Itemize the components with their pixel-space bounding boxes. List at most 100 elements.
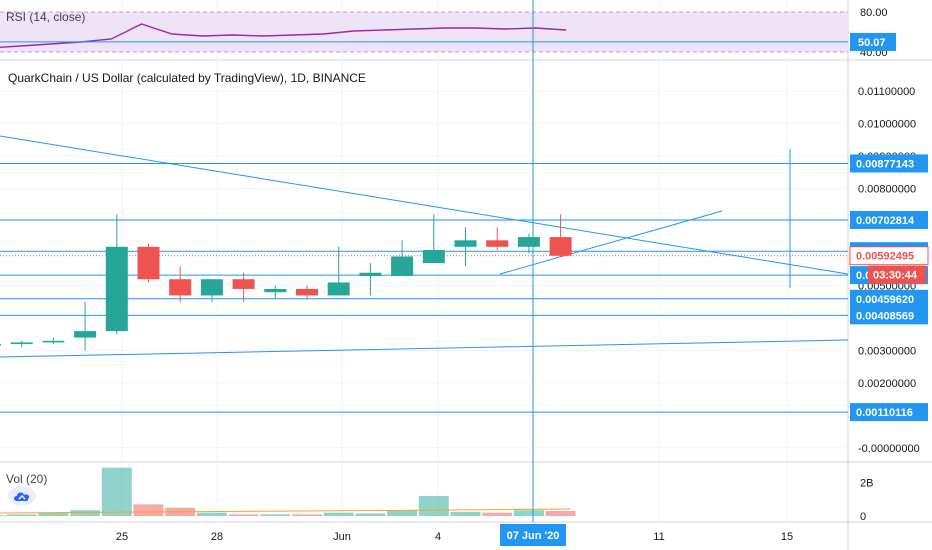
volume-title: Vol (20) xyxy=(6,472,48,486)
level-label-bg xyxy=(850,154,928,173)
tradingview-cloud-icon[interactable] xyxy=(8,486,36,506)
candle xyxy=(137,243,160,283)
volume-bar xyxy=(482,512,513,516)
rsi-band xyxy=(0,12,848,52)
level-label-text: 0.00702814 xyxy=(856,215,915,227)
candle xyxy=(74,301,97,351)
candle xyxy=(327,246,350,296)
level-label: 0.00459620 xyxy=(850,289,928,308)
level-label: 0.00877143 xyxy=(850,154,928,173)
candle-body xyxy=(296,288,318,296)
candle-body xyxy=(169,279,192,296)
price-tick: 0.01100000 xyxy=(858,86,915,98)
price-axis: 80.0040.0050.070.011000000.010000000.009… xyxy=(849,7,929,523)
trend-line-down xyxy=(0,135,849,275)
level-label-text: 0.00110116 xyxy=(856,407,913,419)
price-tick: 0.01000000 xyxy=(858,119,916,131)
volume-bar xyxy=(228,514,259,516)
time-tick: Jun xyxy=(333,531,351,543)
candle-body xyxy=(391,256,414,276)
volume-bar xyxy=(450,511,481,516)
time-axis: 25 28 Jun 4 11 15 07 Jun '20 xyxy=(116,524,793,546)
candle-body xyxy=(422,250,445,264)
cloud-icon xyxy=(14,492,30,501)
candle xyxy=(391,240,414,276)
candle xyxy=(200,279,223,302)
volume-tick: 0 xyxy=(860,511,866,523)
volume-bar xyxy=(513,510,544,516)
candle-body xyxy=(10,342,33,345)
rsi-label-bg xyxy=(850,32,896,51)
candle xyxy=(0,344,1,346)
crosshair-time-label: 07 Jun '20 xyxy=(500,524,566,546)
level-label: 0.00702814 xyxy=(850,210,928,229)
rsi-title: RSI (14, close) xyxy=(6,10,86,24)
candle xyxy=(454,227,477,267)
volume-bar xyxy=(545,511,576,516)
level-label-bg xyxy=(850,403,928,422)
volume-ma-line xyxy=(0,508,571,514)
level-label-text: 0.00877143 xyxy=(856,158,914,170)
candle-body xyxy=(200,279,223,296)
last-price-text: 0.00592495 xyxy=(856,251,914,263)
candle-body xyxy=(42,340,65,343)
candle xyxy=(232,272,255,302)
rsi-current-value: 50.07 xyxy=(858,37,886,49)
candle xyxy=(359,263,382,296)
crosshair-time-text: 07 Jun '20 xyxy=(507,530,560,542)
volume-bar xyxy=(0,515,5,516)
candle xyxy=(42,337,65,345)
candle xyxy=(549,214,572,257)
candle xyxy=(422,214,445,264)
candle-body xyxy=(137,246,160,280)
rsi-pane xyxy=(0,11,848,53)
candle-body xyxy=(454,240,477,247)
volume-bar xyxy=(38,512,69,516)
trend-line-support xyxy=(0,339,849,358)
volume-tick: 2B xyxy=(860,478,873,490)
time-tick: 11 xyxy=(653,531,664,543)
chart-title: QuarkChain / US Dollar (calculated by Tr… xyxy=(8,71,366,85)
crosshair-time-bg xyxy=(500,524,566,546)
candle-body xyxy=(517,237,540,247)
candle-body xyxy=(74,331,97,338)
candle xyxy=(517,233,540,254)
level-label-bg xyxy=(850,210,928,229)
candle-body xyxy=(486,240,509,247)
candle-body xyxy=(105,246,128,332)
time-tick: 25 xyxy=(116,531,128,543)
time-tick: 15 xyxy=(781,531,793,543)
rsi-tick: 80.00 xyxy=(860,7,888,19)
level-label: 0.00110116 xyxy=(850,403,928,422)
candle xyxy=(169,266,192,302)
vol-pane xyxy=(0,462,576,522)
candle xyxy=(296,285,318,299)
volume-bar xyxy=(323,512,354,516)
price-tick: 0.00300000 xyxy=(858,346,916,358)
candle-body xyxy=(264,288,287,293)
candle xyxy=(264,285,287,299)
rsi-current-label: 50.07 xyxy=(850,32,896,51)
volume-bar xyxy=(260,514,291,516)
volume-bar xyxy=(101,467,132,516)
countdown-text: 03:30:44 xyxy=(873,270,918,282)
level-label-bg xyxy=(850,289,928,308)
countdown-label: 03:30:44 xyxy=(868,265,926,284)
price-tick: -0.00000000 xyxy=(858,443,920,455)
last-price-bg xyxy=(849,246,929,266)
volume-bar xyxy=(387,510,418,516)
time-tick: 4 xyxy=(435,531,441,543)
candle xyxy=(486,227,509,251)
trend-line-up xyxy=(499,210,723,275)
price-tick: 0.00200000 xyxy=(858,378,916,390)
main-pane xyxy=(0,0,849,462)
countdown-bg xyxy=(868,265,926,284)
level-label-text: 0.00408569 xyxy=(856,310,914,322)
candle-body xyxy=(359,272,382,276)
price-tick: 0.00800000 xyxy=(858,183,916,195)
candle-body xyxy=(232,279,255,289)
last-price-label: 0.00592495 xyxy=(849,246,929,266)
level-label-text: 0.00459620 xyxy=(856,294,914,306)
